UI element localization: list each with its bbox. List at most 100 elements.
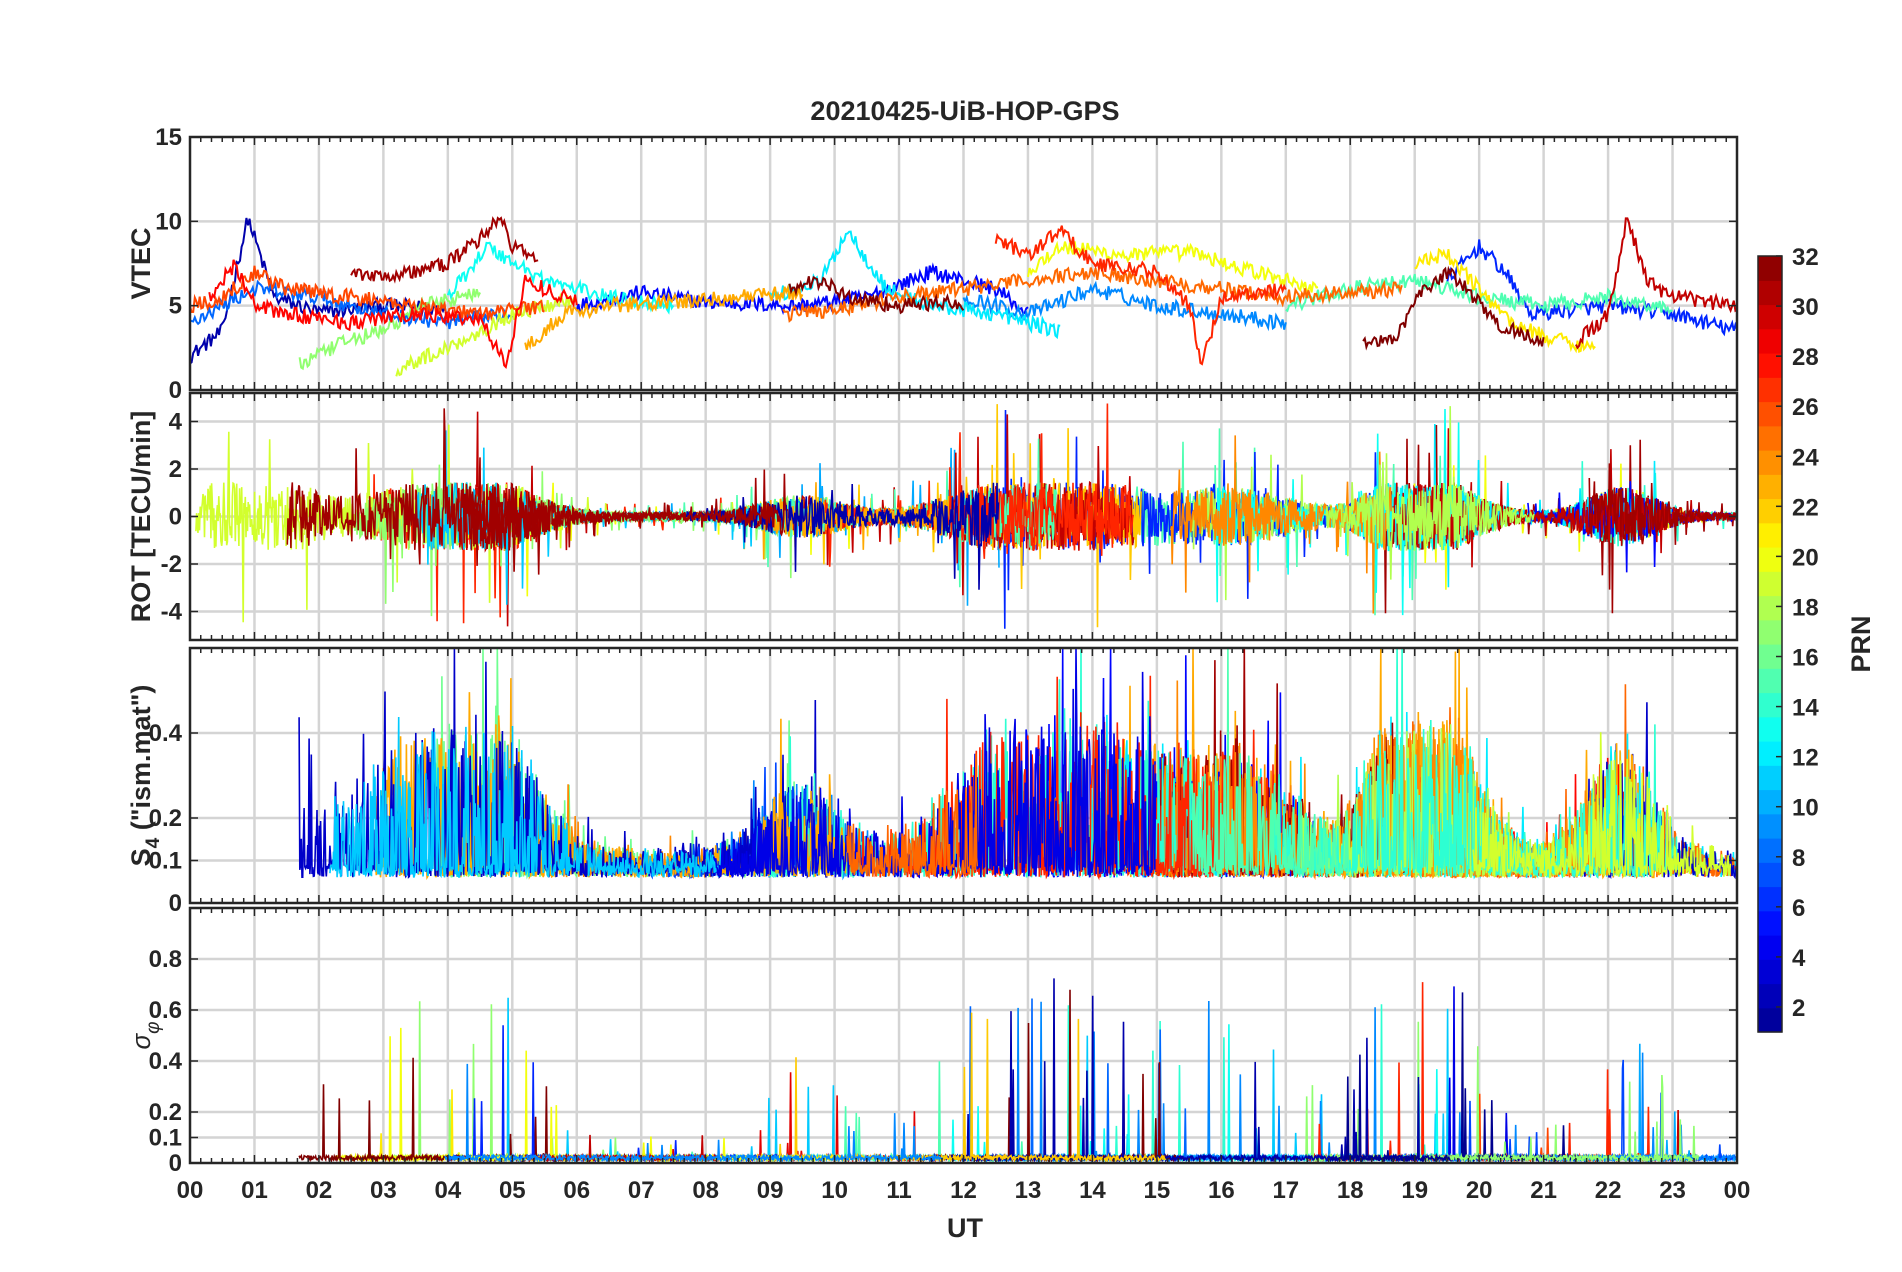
y-axis-label: ROT [TECU/min] — [126, 411, 156, 622]
colorbar-step — [1758, 619, 1782, 645]
panel-vtec: 0 5 10 15 VTEC — [126, 124, 1739, 404]
series-trace — [685, 482, 1000, 590]
x-tick-label: 19 — [1401, 1177, 1428, 1204]
colorbar-tick-label: 8 — [1792, 845, 1805, 872]
series-trace — [286, 408, 786, 575]
colorbar-tick-label: 26 — [1792, 394, 1819, 421]
series-group — [195, 403, 1737, 629]
colorbar-tick-label: 4 — [1792, 945, 1806, 972]
series-trace — [1191, 648, 1350, 878]
colorbar-step — [1758, 474, 1782, 500]
colorbar-step — [1758, 328, 1782, 354]
series-prn-26 — [190, 265, 545, 322]
series-prn-17 — [298, 288, 481, 371]
x-axis-label: UT — [947, 1213, 983, 1243]
y-tick-label: 0.2 — [149, 1099, 182, 1126]
colorbar-tick-label: 32 — [1792, 244, 1819, 271]
x-tick-label: 01 — [241, 1177, 268, 1204]
x-tick-label: 08 — [692, 1177, 719, 1204]
x-tick-label: 03 — [370, 1177, 397, 1204]
colorbar-tick-label: 18 — [1792, 594, 1819, 621]
colorbar-tick-label: 12 — [1792, 745, 1819, 772]
x-tick-label: 04 — [434, 1177, 461, 1204]
colorbar-step — [1758, 353, 1782, 378]
colorbar-tick-label: 6 — [1792, 895, 1805, 922]
colorbar-tick-label: 10 — [1792, 795, 1819, 822]
colorbar-frame — [1757, 255, 1783, 1033]
y-tick-label: 2 — [169, 456, 182, 483]
panel-rot: -4 -2 0 2 4 ROT [TECU/min] — [126, 391, 1739, 642]
x-tick-label: 11 — [886, 1177, 911, 1204]
colorbar-step — [1758, 959, 1782, 985]
colorbar-tick-label: 16 — [1792, 645, 1819, 672]
colorbar-step — [1758, 886, 1782, 912]
x-tick-label: 15 — [1144, 1177, 1171, 1204]
x-tick-label: 17 — [1272, 1177, 1299, 1204]
colorbar-step — [1758, 571, 1782, 597]
series-prn-5 — [575, 262, 1029, 316]
colorbar-step — [1758, 935, 1782, 960]
colorbar-step — [1758, 789, 1782, 815]
colorbar-step — [1758, 595, 1782, 621]
colorbar-step — [1758, 765, 1782, 791]
y-tick-label: 0.4 — [149, 720, 183, 747]
colorbar-step — [1758, 522, 1782, 548]
series-prn-13 — [446, 241, 675, 315]
x-tick-label: 13 — [1015, 1177, 1042, 1204]
chart-title: 20210425-UiB-HOP-GPS — [810, 96, 1119, 126]
colorbar-step — [1758, 401, 1782, 427]
colorbar-step — [1758, 862, 1782, 888]
series-prn-30 — [1575, 217, 1737, 350]
y-tick-label: 15 — [155, 124, 182, 151]
series-prn-21 — [1414, 247, 1596, 354]
series-trace — [1170, 435, 1392, 614]
colorbar-step — [1758, 813, 1782, 839]
x-tick-label: 10 — [821, 1177, 848, 1204]
series-prn-15 — [1285, 273, 1673, 315]
y-tick-label: 0.4 — [149, 1048, 183, 1075]
colorbar-tick-label: 22 — [1792, 494, 1819, 521]
x-tick-label: 06 — [563, 1177, 590, 1204]
colorbar-step — [1758, 668, 1782, 694]
colorbar-tick-label: 20 — [1792, 544, 1819, 571]
series-trace — [1325, 406, 1535, 580]
series-prn-31 — [350, 216, 539, 284]
series-prn-28 — [208, 259, 578, 370]
x-tick-label: 14 — [1079, 1177, 1106, 1204]
x-tick-label: 16 — [1208, 1177, 1235, 1204]
x-tick-label: 00 — [1724, 1177, 1751, 1204]
series-trace — [846, 753, 979, 880]
colorbar-step — [1758, 547, 1782, 572]
series-trace — [444, 1063, 944, 1163]
colorbar-label: PRN — [1846, 615, 1876, 672]
y-tick-label: 0.1 — [149, 1125, 182, 1152]
x-tick-label: 22 — [1595, 1177, 1622, 1204]
series-trace — [1472, 732, 1732, 879]
series-prn-9 — [962, 280, 1287, 332]
series-trace — [329, 716, 583, 879]
colorbar-step — [1758, 983, 1782, 1009]
y-tick-label: -4 — [161, 599, 183, 626]
y-tick-label: 5 — [169, 293, 182, 320]
colorbar-step — [1758, 838, 1782, 863]
series-group — [298, 648, 1737, 881]
y-tick-label: 0 — [169, 1150, 182, 1177]
y-tick-label: 0.8 — [149, 946, 182, 973]
x-tick-label: 23 — [1659, 1177, 1686, 1204]
y-tick-label: -2 — [161, 551, 182, 578]
x-tick-label: 12 — [950, 1177, 977, 1204]
colorbar-tick-label: 30 — [1792, 294, 1819, 321]
colorbar-step — [1758, 741, 1782, 766]
series-trace — [586, 842, 722, 879]
series-prn-32 — [1362, 265, 1545, 351]
y-tick-label: 4 — [169, 409, 183, 436]
colorbar-step — [1758, 425, 1782, 451]
panel-sigma-phi: 00.10.2 0.4 0.6 0.8 σφ — [126, 906, 1739, 1177]
colorbar-tick-label: 24 — [1792, 444, 1819, 471]
colorbar-tick-label: 2 — [1792, 995, 1805, 1022]
y-tick-label: 0.2 — [149, 805, 182, 832]
series-prn-32 — [788, 275, 965, 315]
panel-s4: 0 0.1 0.2 0.4S4 ("ism.mat") — [126, 646, 1739, 917]
